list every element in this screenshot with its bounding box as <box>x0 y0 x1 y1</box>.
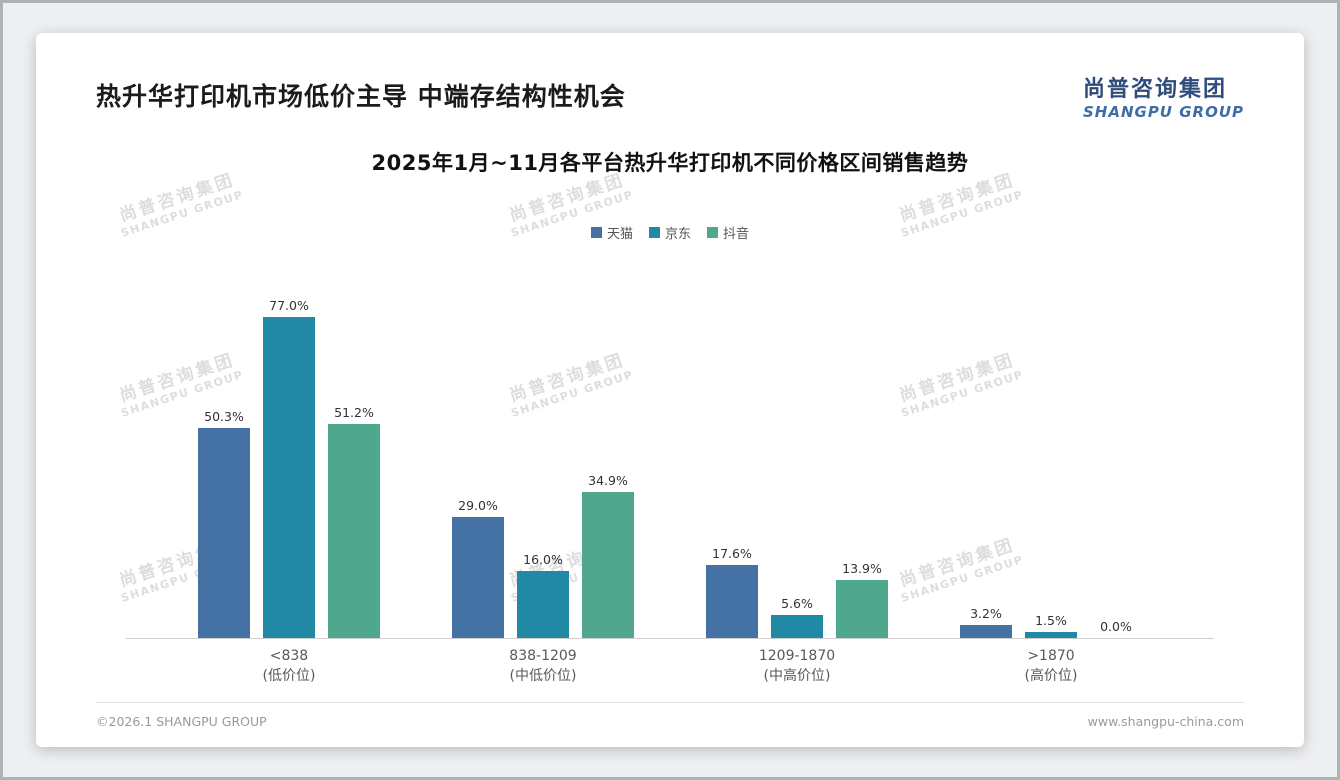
bar-cluster: 29.0% 16.0% 34.9% <box>452 258 634 639</box>
legend-label: 京东 <box>664 227 691 243</box>
bar-cluster: 17.6% 5.6% 13.9% <box>706 258 888 639</box>
bar-group: 3.2% 1.5% 0.0% >1870 (高价位) <box>960 258 1142 686</box>
legend-label: 抖音 <box>723 227 750 243</box>
slide-footer: ©2026.1 SHANGPU GROUP www.shangpu-china.… <box>96 702 1244 729</box>
bar-value-label: 3.2% <box>970 606 1002 622</box>
bar-column: 51.2% <box>328 405 380 639</box>
legend-item: 抖音 <box>707 223 749 242</box>
logo-chinese-text: 尚普咨询集团 <box>1082 77 1227 102</box>
chart-title: 2025年1月~11月各平台热升华打印机不同价格区间销售趋势 <box>371 151 969 176</box>
bar-value-label: 16.0% <box>523 552 563 568</box>
bar <box>328 424 380 639</box>
slide-header: 热升华打印机市场低价主导 中端存结构性机会 尚普咨询集团 SHANGPU GRO… <box>36 33 1304 121</box>
bar <box>1025 632 1077 639</box>
bar <box>836 580 888 639</box>
website-text: www.shangpu-china.com <box>1087 714 1244 729</box>
bar <box>582 492 634 639</box>
bar <box>263 317 315 639</box>
bar-column: 17.6% <box>706 546 758 639</box>
bar-column: 0.0% <box>1090 619 1142 638</box>
page-title: 热升华打印机市场低价主导 中端存结构性机会 <box>96 82 626 111</box>
bar-value-label: 51.2% <box>334 405 374 421</box>
legend-label: 天猫 <box>606 227 633 243</box>
bar-column: 50.3% <box>198 409 250 639</box>
bar-column: 77.0% <box>263 298 315 639</box>
category-label: <838 (低价位) <box>262 648 316 684</box>
logo-english-text: SHANGPU GROUP <box>1082 103 1244 122</box>
bar-chart: 50.3% 77.0% 51.2% <838 (低价位) 29.0% 16.0% 34.9% 8… <box>126 258 1214 686</box>
bar-value-label: 50.3% <box>204 409 244 425</box>
x-axis-line <box>126 638 1214 640</box>
bar-value-label: 34.9% <box>588 473 628 489</box>
category-label: 1209-1870 (中高价位) <box>758 648 836 684</box>
bar <box>452 517 504 639</box>
bar <box>517 571 569 639</box>
bar-value-label: 5.6% <box>781 596 813 612</box>
chart-legend: 天猫 京东 抖音 <box>36 223 1304 242</box>
copyright-text: ©2026.1 SHANGPU GROUP <box>96 714 267 729</box>
category-label: >1870 (高价位) <box>1024 648 1078 684</box>
legend-item: 天猫 <box>590 223 633 243</box>
bar <box>771 615 823 639</box>
legend-swatch <box>707 227 718 239</box>
company-logo: 尚普咨询集团 SHANGPU GROUP <box>1083 77 1244 121</box>
bar <box>706 565 758 639</box>
bar-column: 34.9% <box>582 473 634 639</box>
bar-column: 3.2% <box>960 606 1012 639</box>
bar-column: 1.5% <box>1025 613 1077 639</box>
legend-swatch <box>590 227 602 239</box>
bar-value-label: 1.5% <box>1035 613 1067 629</box>
bar-group: 29.0% 16.0% 34.9% 838-1209 (中低价位) <box>452 258 634 686</box>
bar <box>960 625 1012 639</box>
legend-item: 京东 <box>648 223 691 243</box>
bar-column: 16.0% <box>517 552 569 639</box>
legend-swatch <box>648 227 660 239</box>
bar-value-label: 77.0% <box>269 298 309 314</box>
bar-cluster: 3.2% 1.5% 0.0% <box>960 258 1142 639</box>
slide-content: 热升华打印机市场低价主导 中端存结构性机会 尚普咨询集团 SHANGPU GRO… <box>36 33 1304 747</box>
bar-column: 13.9% <box>836 561 888 639</box>
bar-group: 50.3% 77.0% 51.2% <838 (低价位) <box>198 258 380 686</box>
category-label: 838-1209 (中低价位) <box>509 648 577 684</box>
slide-card: 尚普咨询集团 SHANGPU GROUP 尚普咨询集团 SHANGPU GROUP 尚普… <box>36 33 1304 747</box>
bar <box>198 428 250 639</box>
bar-column: 5.6% <box>771 596 823 639</box>
bar-cluster: 50.3% 77.0% 51.2% <box>198 258 380 639</box>
bar-value-label: 29.0% <box>458 498 498 514</box>
bar-column: 29.0% <box>452 498 504 639</box>
bar-value-label: 0.0% <box>1100 619 1132 635</box>
bar-value-label: 17.6% <box>712 546 752 562</box>
bar-group: 17.6% 5.6% 13.9% 1209-1870 (中高价位) <box>706 258 888 686</box>
bar-value-label: 13.9% <box>842 561 882 577</box>
